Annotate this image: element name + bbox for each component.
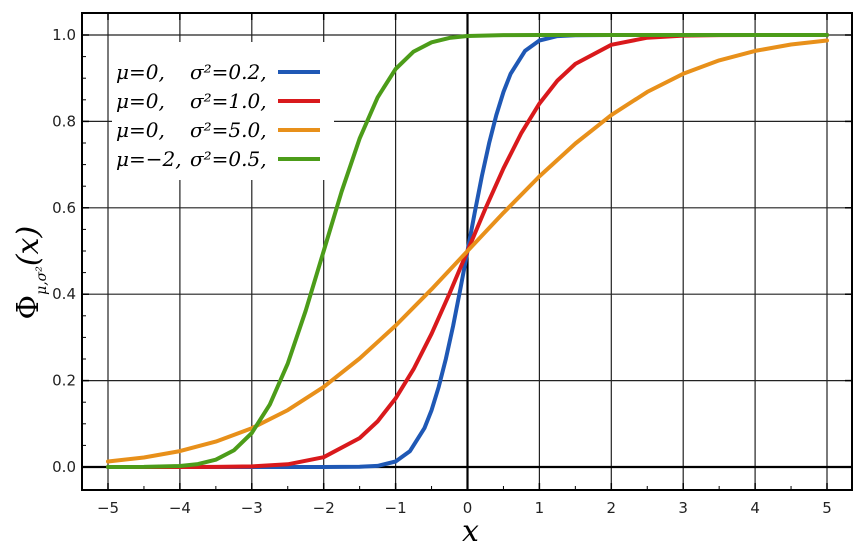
svg-text:Φμ,σ²(x): Φμ,σ²(x): [11, 226, 50, 320]
x-axis-title: x: [462, 514, 479, 549]
x-tick-label: −4: [169, 499, 191, 517]
legend-entry: μ=0, σ²=5.0,: [116, 118, 320, 142]
series-line-4: [106, 33, 829, 469]
legend-sigma-label: σ²=5.0,: [190, 118, 267, 142]
legend-mu-label: μ=0,: [116, 60, 165, 84]
x-tick-label: 1: [535, 499, 545, 517]
y-axis-title-subscript: μ,σ²: [34, 266, 50, 295]
legend-sigma-label: σ²=0.5,: [190, 147, 267, 171]
y-axis-title-argument: (x): [11, 226, 46, 266]
x-tick-label: 0: [463, 499, 473, 517]
x-tick-label: −3: [241, 499, 263, 517]
x-tick-label: 3: [678, 499, 688, 517]
legend-sigma-label: σ²=1.0,: [190, 89, 267, 113]
legend-mu-label: μ=0,: [116, 89, 165, 113]
legend-entry: μ=0, σ²=0.2,: [116, 60, 320, 84]
x-tick-label: 5: [822, 499, 832, 517]
y-tick-label: 0.2: [52, 372, 76, 390]
tick-marks: [82, 13, 852, 490]
y-tick-label: 0.0: [52, 458, 76, 476]
x-tick-label: −1: [385, 499, 407, 517]
y-axis-title: Φμ,σ²(x): [11, 226, 50, 320]
legend-entry: μ=−2, σ²=0.5,: [116, 147, 320, 171]
y-tick-label: 1.0: [52, 26, 76, 44]
y-tick-label: 0.4: [52, 285, 76, 303]
y-tick-label: 0.6: [52, 199, 76, 217]
legend-mu-label: μ=0,: [116, 118, 165, 142]
legend: μ=0, σ²=0.2, μ=0, σ²=1.0, μ=0, σ²=5.0, μ=−2, σ²…: [112, 42, 334, 180]
series-line-3: [106, 38, 829, 464]
series-lines: [106, 33, 829, 469]
y-tick-label: 0.8: [52, 112, 76, 130]
tick-labels: −5 −4 −3 −2 −1 0 1 2 3 4 5 0.0 0.2 0.4 0.6 0.8 1.0: [52, 26, 832, 517]
legend-mu-label: μ=−2,: [116, 147, 182, 171]
legend-entry: μ=0, σ²=1.0,: [116, 89, 320, 113]
legend-sigma-label: σ²=0.2,: [190, 60, 267, 84]
y-axis-title-main: Φ: [11, 295, 46, 320]
x-tick-label: −2: [313, 499, 335, 517]
x-tick-label: 4: [750, 499, 760, 517]
x-tick-label: −5: [97, 499, 119, 517]
x-tick-label: 2: [607, 499, 617, 517]
